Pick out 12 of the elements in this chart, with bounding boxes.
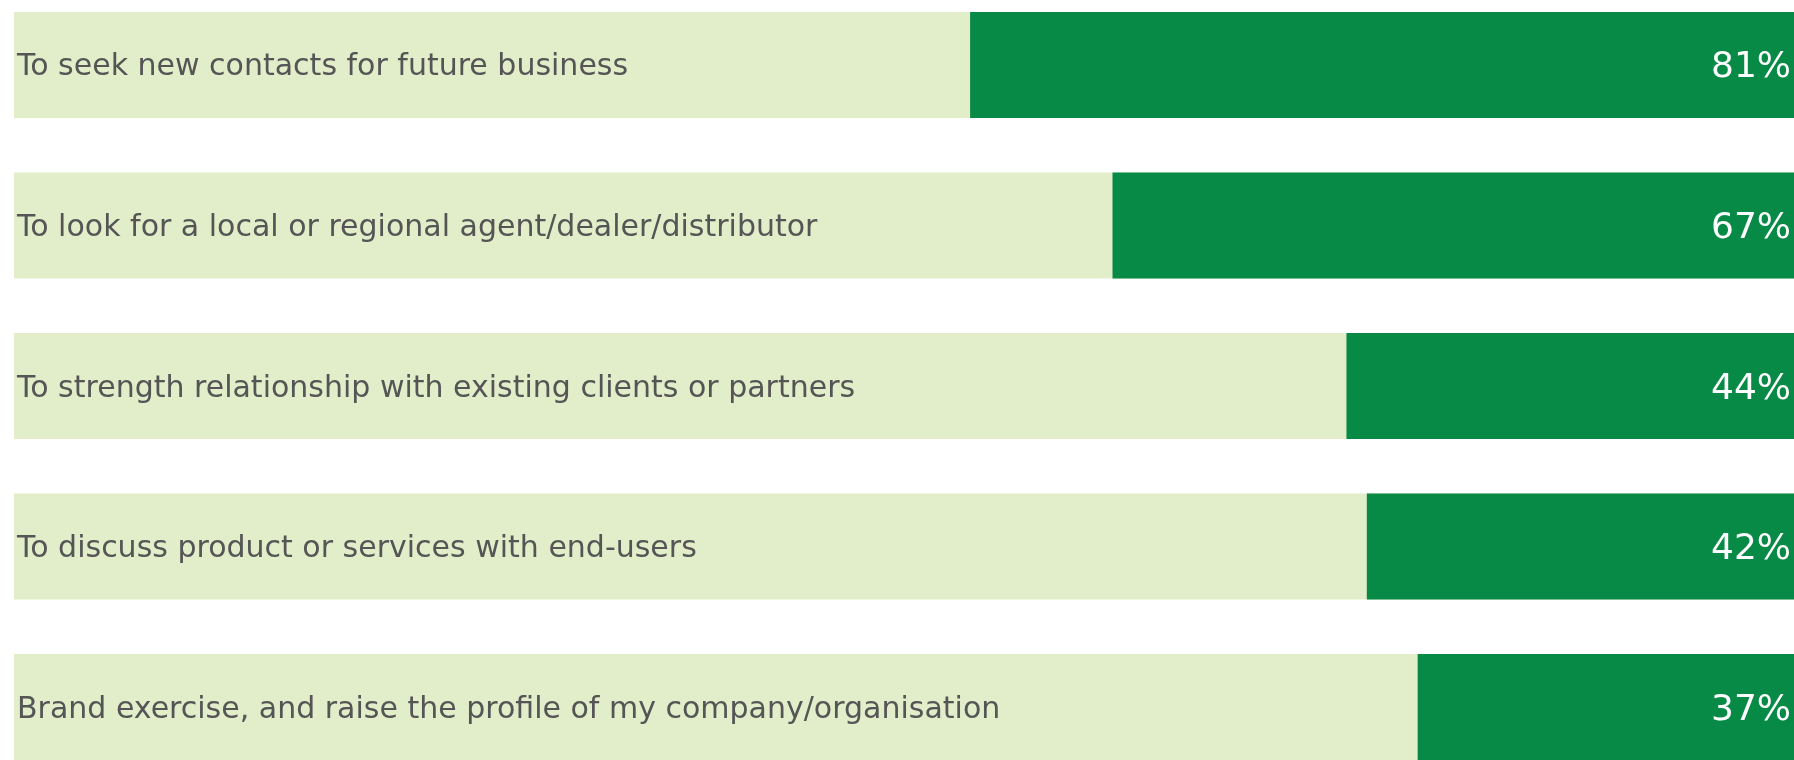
y-tick-label: To discuss product or services with end-users bbox=[16, 529, 697, 565]
bar bbox=[1366, 493, 1794, 600]
data-label: 42% bbox=[1710, 526, 1791, 568]
data-label: 44% bbox=[1710, 365, 1791, 407]
y-tick-label: To seek new contacts for future business bbox=[16, 47, 629, 83]
data-label: 67% bbox=[1710, 204, 1791, 246]
data-label: 37% bbox=[1710, 686, 1791, 728]
bar bbox=[1417, 654, 1794, 760]
y-tick-label: To look for a local or regional agent/dealer/distributor bbox=[16, 207, 819, 243]
y-tick-label: Brand exercise, and raise the profile of my company/organisation bbox=[17, 689, 1001, 725]
data-label: 81% bbox=[1710, 44, 1791, 86]
y-tick-label: To strength relationship with existing clients or partners bbox=[16, 368, 856, 404]
